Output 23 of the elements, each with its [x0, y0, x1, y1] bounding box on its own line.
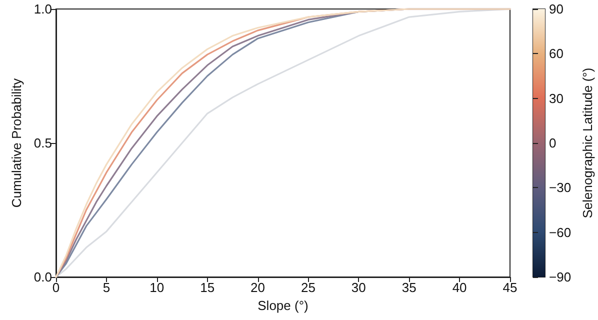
color-bar-label: 60	[549, 46, 564, 62]
x-tick-label: 25	[300, 280, 316, 295]
color-bar-label: −60	[549, 224, 572, 240]
x-tick-label: 20	[250, 280, 266, 295]
color-bar-label: 90	[549, 2, 564, 16]
x-tick-label: 5	[102, 280, 110, 295]
x-axis-title: Slope (°)	[258, 298, 308, 313]
y-tick-label: 0.5	[34, 136, 52, 150]
x-tick-label: 15	[200, 280, 215, 295]
x-tick-label: 35	[402, 280, 416, 295]
x-tick-label: 0	[52, 280, 60, 295]
y-tick-label: 1.0	[34, 2, 52, 16]
color-bar-label: −30	[549, 180, 572, 196]
y-axis-title: Cumulative Probability	[9, 78, 24, 208]
color-bar-label: 0	[549, 136, 556, 150]
y-tick-label: 0.0	[34, 270, 52, 284]
x-tick-label: 40	[452, 280, 467, 295]
x-tick-label: 45	[502, 280, 518, 295]
x-tick-label: 10	[150, 280, 164, 295]
color-bar-label: −90	[549, 270, 572, 284]
color-bar-label: 30	[549, 90, 564, 106]
x-tick-label: 30	[351, 280, 366, 295]
color-bar-title: Selenographic Latitude (°)	[580, 68, 595, 218]
